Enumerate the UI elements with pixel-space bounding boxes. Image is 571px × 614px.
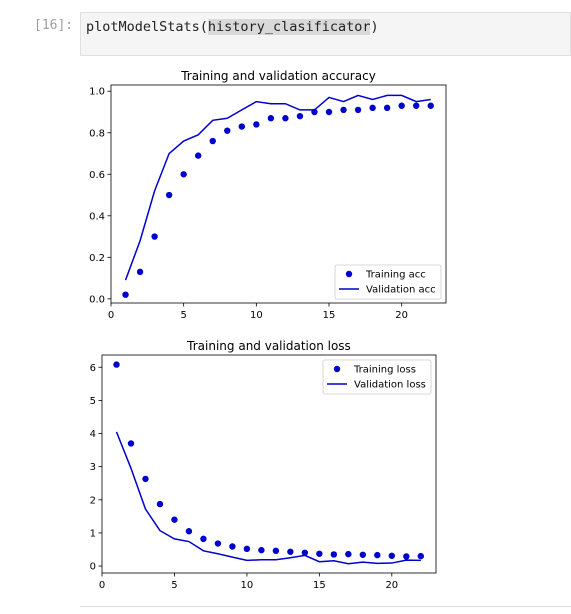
data-point bbox=[383, 104, 391, 112]
data-point bbox=[413, 102, 420, 109]
data-point bbox=[136, 268, 144, 276]
legend-label: Validation loss bbox=[354, 380, 426, 391]
accuracy-chart: Training and validation accuracy 0 5 10 15 20… bbox=[89, 69, 447, 321]
code-function-call: plotModelStats( bbox=[86, 19, 208, 35]
chart-title: Training and validation accuracy bbox=[180, 69, 376, 83]
chart-title: Training and validation loss bbox=[186, 339, 351, 353]
x-tick-label: 0 bbox=[108, 310, 114, 321]
data-point bbox=[354, 106, 362, 114]
y-tick-label: 0.2 bbox=[89, 253, 105, 264]
legend-box bbox=[322, 359, 432, 395]
data-point bbox=[345, 550, 352, 558]
code-close-paren: ) bbox=[370, 19, 379, 35]
data-point bbox=[142, 475, 149, 483]
legend-dot-marker bbox=[333, 365, 341, 373]
y-tick-label: 0.4 bbox=[89, 211, 105, 222]
data-point bbox=[185, 528, 193, 535]
y-tick-label: 0.8 bbox=[89, 128, 105, 139]
y-tick-label: 1.0 bbox=[89, 87, 105, 98]
data-point bbox=[287, 548, 294, 555]
data-point bbox=[316, 550, 323, 557]
x-tick-label: 5 bbox=[180, 310, 186, 321]
x-tick-label: 15 bbox=[313, 580, 326, 591]
output-bottom-border bbox=[80, 606, 571, 607]
y-tick-label: 0.6 bbox=[89, 170, 105, 181]
y-tick-label: 0.0 bbox=[89, 294, 105, 305]
data-point bbox=[113, 361, 120, 368]
x-tick-label: 10 bbox=[250, 310, 263, 321]
legend-label: Training loss bbox=[353, 365, 416, 376]
data-point bbox=[359, 551, 367, 558]
y-tick-label: 0 bbox=[90, 562, 96, 573]
data-point bbox=[151, 233, 158, 240]
data-point bbox=[282, 115, 289, 122]
data-point bbox=[272, 547, 280, 555]
y-tick-label: 5 bbox=[90, 396, 96, 407]
data-point bbox=[267, 115, 275, 122]
data-point bbox=[122, 291, 129, 298]
y-tick-label: 2 bbox=[90, 495, 96, 506]
data-point bbox=[398, 102, 405, 109]
y-tick-label: 3 bbox=[90, 462, 96, 473]
data-point bbox=[427, 102, 434, 109]
data-point bbox=[200, 535, 207, 543]
x-tick-label: 20 bbox=[395, 310, 408, 321]
data-point bbox=[209, 137, 216, 145]
cell-prompt: [16]: bbox=[34, 18, 74, 33]
data-point bbox=[127, 440, 135, 447]
legend-label: Validation acc bbox=[366, 285, 436, 296]
series-line-validation-loss bbox=[115, 431, 421, 565]
y-tick-label: 1 bbox=[90, 528, 96, 539]
data-point bbox=[165, 191, 173, 199]
x-tick-label: 15 bbox=[323, 310, 336, 321]
x-tick-label: 5 bbox=[171, 580, 177, 591]
code-cell[interactable]: plotModelStats(history_clasificator) bbox=[80, 12, 571, 56]
data-point bbox=[369, 104, 376, 112]
x-tick-label: 20 bbox=[385, 580, 398, 591]
data-point bbox=[301, 549, 309, 556]
data-point bbox=[253, 121, 260, 128]
data-point bbox=[296, 112, 304, 120]
legend-label: Training acc bbox=[365, 270, 426, 281]
data-point bbox=[171, 516, 178, 523]
data-point bbox=[180, 171, 187, 178]
code-line[interactable]: plotModelStats(history_clasificator) bbox=[86, 19, 379, 35]
data-point bbox=[374, 551, 381, 559]
data-point bbox=[388, 552, 396, 559]
data-point bbox=[243, 545, 251, 553]
x-tick-label: 10 bbox=[241, 580, 254, 591]
legend-dot-marker bbox=[345, 270, 353, 278]
data-point bbox=[238, 123, 246, 130]
y-tick-label: 6 bbox=[90, 363, 96, 374]
data-point bbox=[156, 500, 164, 508]
data-point bbox=[403, 553, 410, 560]
data-point bbox=[195, 152, 202, 159]
data-point bbox=[214, 540, 222, 547]
data-point bbox=[229, 543, 236, 550]
data-point bbox=[417, 552, 424, 560]
series-line-validation-acc bbox=[124, 94, 431, 281]
data-point bbox=[340, 106, 347, 114]
x-tick-label: 0 bbox=[99, 580, 105, 591]
data-point bbox=[325, 108, 333, 116]
code-argument-highlight: history_clasificator bbox=[207, 19, 371, 35]
loss-chart: Training and validation loss 0 5 10 15 20 0 1 2 3… bbox=[90, 339, 437, 591]
data-point bbox=[224, 127, 231, 134]
y-tick-label: 4 bbox=[90, 429, 96, 440]
legend-box bbox=[334, 264, 442, 300]
data-point bbox=[258, 546, 265, 554]
data-point bbox=[330, 551, 338, 558]
